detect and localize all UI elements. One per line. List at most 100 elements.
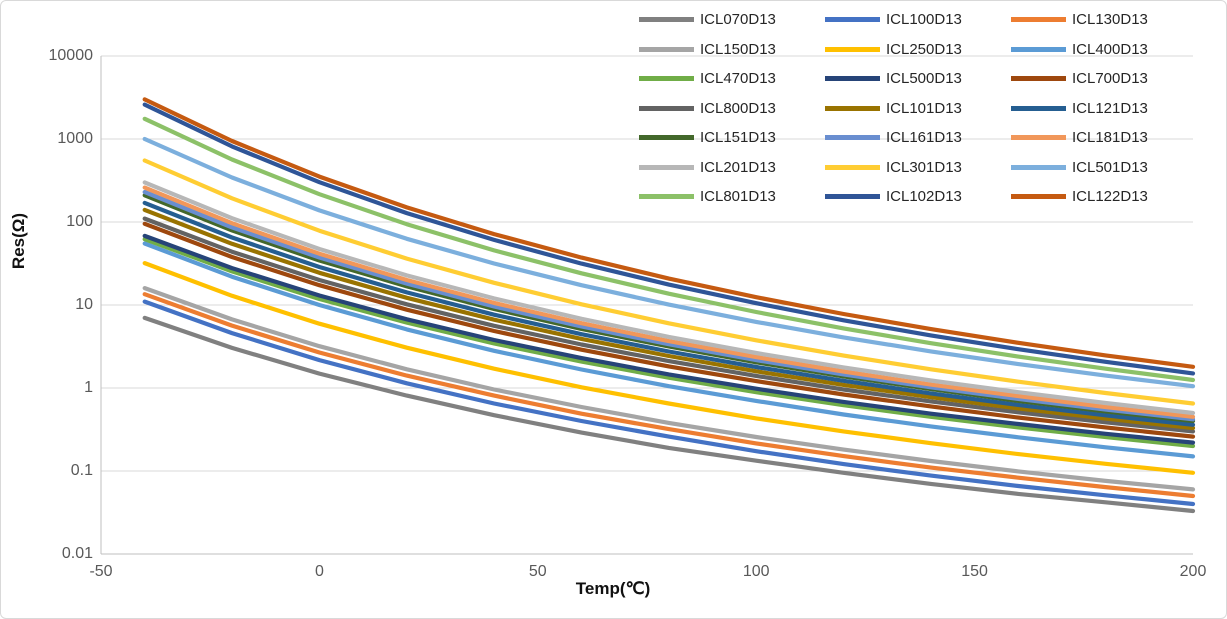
- y-tick-label: 100: [66, 213, 93, 230]
- legend-swatch: [639, 17, 694, 23]
- series-line-ICL500D13: [142, 233, 1196, 445]
- legend-item: ICL121D13: [1011, 100, 1197, 117]
- legend-item: ICL102D13: [825, 188, 1011, 205]
- series-line-ICL301D13: [142, 158, 1196, 406]
- series-line-ICL101D13: [142, 207, 1196, 431]
- x-axis-title: Temp(℃): [575, 579, 651, 598]
- series-line-ICL400D13: [142, 241, 1196, 459]
- y-tick-label: 1: [84, 379, 93, 396]
- series-line-ICL130D13: [142, 292, 1196, 499]
- series-line-ICL181D13: [142, 185, 1196, 419]
- y-tick-label: 1000: [57, 130, 93, 147]
- y-tick-label: 10000: [48, 47, 94, 64]
- legend-item: ICL070D13: [639, 11, 825, 28]
- y-tick-label: 0.1: [70, 462, 93, 479]
- legend-swatch: [825, 194, 880, 200]
- legend-swatch: [825, 105, 880, 111]
- legend-item: ICL400D13: [1011, 41, 1197, 58]
- series-line-ICL161D13: [142, 189, 1196, 422]
- x-tick-label: 0: [314, 563, 324, 580]
- legend-label: ICL800D13: [700, 99, 776, 117]
- legend-label: ICL070D13: [700, 11, 776, 29]
- legend-label: ICL122D13: [1072, 188, 1148, 206]
- legend-swatch: [639, 105, 694, 111]
- x-tick-label: 150: [961, 563, 988, 580]
- legend-swatch: [825, 46, 880, 52]
- legend-swatch: [639, 164, 694, 170]
- legend-swatch: [825, 76, 880, 82]
- legend-swatch: [1011, 135, 1066, 141]
- series-line-ICL470D13: [142, 237, 1196, 449]
- legend-swatch: [825, 17, 880, 23]
- legend-label: ICL301D13: [886, 158, 962, 176]
- series-line-ICL100D13: [142, 299, 1196, 507]
- series-line-ICL800D13: [142, 216, 1196, 434]
- legend-swatch: [1011, 105, 1066, 111]
- legend-item: ICL130D13: [1011, 11, 1197, 28]
- legend-swatch: [1011, 164, 1066, 170]
- legend-label: ICL121D13: [1072, 99, 1148, 117]
- legend-label: ICL100D13: [886, 11, 962, 29]
- legend-swatch: [1011, 76, 1066, 82]
- legend-item: ICL181D13: [1011, 129, 1197, 146]
- legend-item: ICL161D13: [825, 129, 1011, 146]
- legend-label: ICL151D13: [700, 129, 776, 147]
- series-line-ICL122D13: [142, 97, 1196, 369]
- legend-label: ICL150D13: [700, 40, 776, 58]
- legend-label: ICL201D13: [700, 158, 776, 176]
- legend-swatch: [1011, 46, 1066, 52]
- legend-swatch: [825, 164, 880, 170]
- series-line-ICL250D13: [142, 261, 1196, 475]
- legend-label: ICL500D13: [886, 70, 962, 88]
- legend-swatch: [639, 194, 694, 200]
- legend-item: ICL100D13: [825, 11, 1011, 28]
- series-line-ICL501D13: [142, 136, 1196, 389]
- legend-item: ICL501D13: [1011, 159, 1197, 176]
- legend-item: ICL800D13: [639, 100, 825, 117]
- legend-label: ICL801D13: [700, 188, 776, 206]
- legend-label: ICL400D13: [1072, 40, 1148, 58]
- y-tick-label: 0.01: [61, 545, 93, 562]
- series-line-ICL070D13: [142, 315, 1196, 514]
- legend-item: ICL150D13: [639, 41, 825, 58]
- legend-swatch: [639, 76, 694, 82]
- legend-item: ICL250D13: [825, 41, 1011, 58]
- legend-label: ICL501D13: [1072, 158, 1148, 176]
- legend-swatch: [639, 135, 694, 141]
- legend-item: ICL101D13: [825, 100, 1011, 117]
- legend-swatch: [825, 135, 880, 141]
- legend-label: ICL102D13: [886, 188, 962, 206]
- legend-item: ICL201D13: [639, 159, 825, 176]
- y-tick-label: 10: [75, 296, 93, 313]
- series-line-ICL121D13: [142, 200, 1196, 427]
- x-tick-label: 100: [742, 563, 770, 580]
- legend-swatch: [1011, 194, 1066, 200]
- legend-item: ICL151D13: [639, 129, 825, 146]
- legend-item: ICL122D13: [1011, 188, 1197, 205]
- x-tick-label: 200: [1179, 563, 1207, 580]
- x-tick-label: 50: [528, 563, 547, 580]
- legend-item: ICL470D13: [639, 70, 825, 87]
- legend-label: ICL700D13: [1072, 70, 1148, 88]
- series-line-ICL700D13: [142, 221, 1196, 439]
- legend-label: ICL250D13: [886, 40, 962, 58]
- legend-item: ICL500D13: [825, 70, 1011, 87]
- x-tick-label: -50: [89, 563, 113, 580]
- series-line-ICL150D13: [142, 286, 1196, 492]
- legend: ICL070D13 ICL100D13 ICL130D13 ICL150D13 ICL2…: [639, 5, 1205, 212]
- legend-label: ICL130D13: [1072, 11, 1148, 29]
- legend-item: ICL801D13: [639, 188, 825, 205]
- legend-swatch: [1011, 17, 1066, 23]
- y-axis-title: Res(Ω): [9, 212, 28, 270]
- series-line-ICL201D13: [142, 180, 1196, 416]
- legend-label: ICL470D13: [700, 70, 776, 88]
- legend-item: ICL700D13: [1011, 70, 1197, 87]
- legend-item: ICL301D13: [825, 159, 1011, 176]
- series-line-ICL102D13: [142, 102, 1196, 376]
- legend-swatch: [639, 46, 694, 52]
- series-line-ICL801D13: [142, 116, 1196, 383]
- legend-label: ICL161D13: [886, 129, 962, 147]
- legend-label: ICL101D13: [886, 99, 962, 117]
